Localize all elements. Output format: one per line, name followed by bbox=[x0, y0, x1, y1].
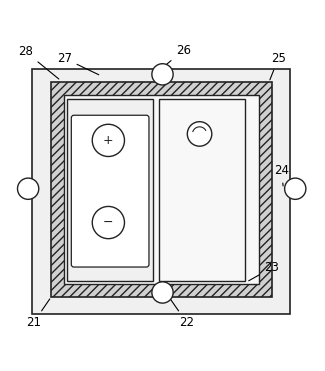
Text: 21: 21 bbox=[26, 299, 50, 329]
Circle shape bbox=[18, 178, 39, 199]
FancyBboxPatch shape bbox=[71, 115, 149, 267]
Circle shape bbox=[187, 122, 212, 146]
Text: 22: 22 bbox=[167, 295, 194, 329]
Text: 27: 27 bbox=[57, 52, 99, 75]
Bar bbox=[64, 95, 259, 284]
Bar bbox=[159, 98, 245, 280]
Circle shape bbox=[285, 178, 306, 199]
Text: 23: 23 bbox=[249, 261, 280, 281]
Circle shape bbox=[92, 206, 124, 239]
Circle shape bbox=[152, 64, 173, 85]
Circle shape bbox=[152, 282, 173, 303]
Circle shape bbox=[92, 124, 124, 157]
Bar bbox=[68, 98, 153, 280]
Text: +: + bbox=[103, 134, 114, 147]
Text: 28: 28 bbox=[18, 45, 59, 79]
Bar bbox=[51, 82, 272, 297]
Text: −: − bbox=[103, 216, 114, 229]
Text: 25: 25 bbox=[270, 52, 286, 80]
Bar bbox=[32, 69, 290, 314]
Text: 26: 26 bbox=[155, 44, 191, 74]
Text: 24: 24 bbox=[274, 164, 289, 186]
